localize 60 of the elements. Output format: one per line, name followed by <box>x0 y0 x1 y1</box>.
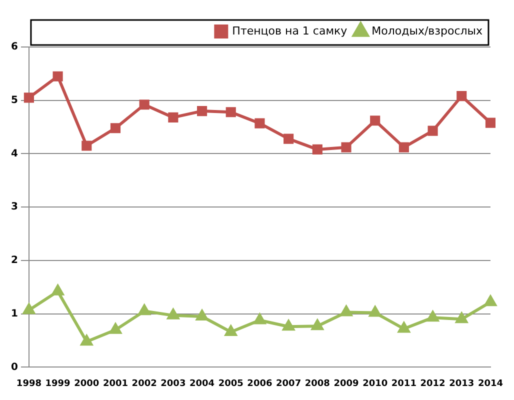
point <box>254 314 266 324</box>
point <box>398 322 410 333</box>
point <box>139 100 150 110</box>
x-tick-label: 2012 <box>420 378 446 389</box>
point <box>167 308 180 320</box>
y-tick-label: 1 <box>10 308 18 320</box>
point <box>426 311 439 322</box>
point <box>226 107 236 118</box>
point <box>52 71 63 82</box>
y-tick-label: 3 <box>10 202 18 213</box>
point <box>52 284 64 296</box>
point <box>341 142 352 152</box>
y-tick-label: 6 <box>10 42 18 53</box>
point <box>196 310 208 320</box>
point <box>138 304 150 316</box>
point <box>196 106 208 116</box>
point <box>370 116 380 126</box>
point <box>225 325 237 336</box>
point <box>312 144 322 154</box>
legend-label: Молодых/взрослых <box>372 24 483 38</box>
point <box>484 296 496 306</box>
y-tick-label: 4 <box>10 148 18 160</box>
x-tick-label: 2005 <box>218 378 244 389</box>
x-tick-label: 2009 <box>334 378 359 389</box>
x-tick-label: 2014 <box>478 378 504 389</box>
legend-label: Птенцов на 1 самку <box>232 24 348 38</box>
point <box>369 306 381 317</box>
x-tick-label: 1998 <box>16 378 42 389</box>
point <box>82 140 92 151</box>
x-tick-label: 2002 <box>132 378 157 389</box>
point <box>168 112 178 122</box>
point <box>312 320 324 330</box>
x-tick-label: 2007 <box>276 378 302 389</box>
y-tick-label: 0 <box>10 362 18 373</box>
x-tick-label: 2008 <box>304 378 330 389</box>
y-tick-label: 2 <box>10 255 18 266</box>
x-tick-label: 2001 <box>102 378 128 389</box>
point <box>456 91 467 102</box>
point <box>284 134 294 144</box>
point <box>340 306 352 316</box>
point <box>456 312 468 324</box>
point <box>254 118 265 128</box>
point <box>80 335 92 346</box>
point <box>485 118 496 128</box>
x-tick-label: 1999 <box>45 378 70 389</box>
x-tick-label: 2010 <box>362 378 388 389</box>
x-tick-label: 2006 <box>247 378 272 389</box>
point <box>282 320 294 331</box>
x-tick-label: 2003 <box>160 378 186 389</box>
point <box>24 92 34 103</box>
point <box>110 323 122 334</box>
point <box>110 123 121 134</box>
x-tick-label: 2013 <box>449 378 474 389</box>
x-tick-label: 2004 <box>189 378 215 389</box>
x-tick-label: 2011 <box>391 378 416 389</box>
y-tick-label: 5 <box>10 94 18 106</box>
x-tick-label: 2000 <box>74 378 100 389</box>
point <box>398 142 409 152</box>
point <box>428 126 438 136</box>
point <box>23 304 35 314</box>
